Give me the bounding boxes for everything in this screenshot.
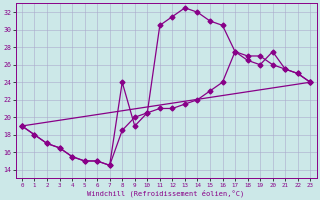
X-axis label: Windchill (Refroidissement éolien,°C): Windchill (Refroidissement éolien,°C)	[87, 189, 245, 197]
